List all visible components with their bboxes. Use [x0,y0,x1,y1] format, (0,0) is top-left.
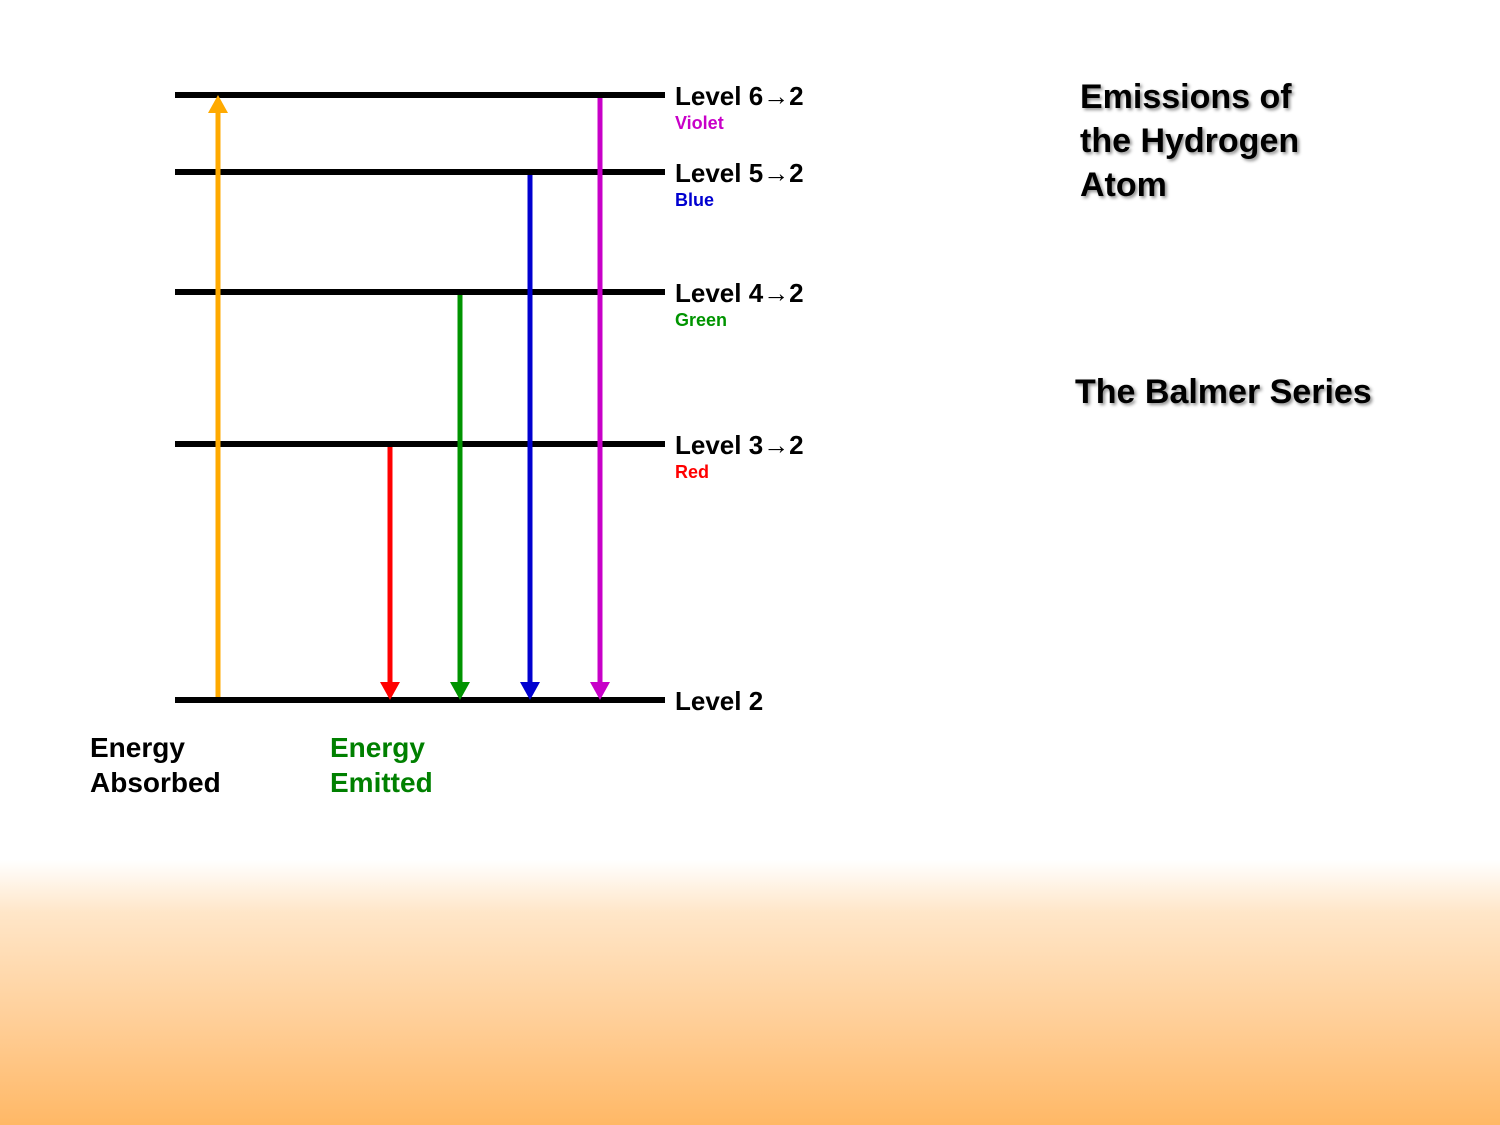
level-label-6: Level 6→2 [675,81,804,112]
level-color-6: Violet [675,113,724,134]
title-balmer-series: The Balmer Series [1075,370,1372,414]
arrow-head-icon [208,95,228,113]
energy-level-3 [175,441,665,447]
arrow-head-icon [380,682,400,700]
energy-level-4 [175,289,665,295]
level-color-4: Green [675,310,727,331]
arrow-shaft [388,447,393,682]
level-label-3: Level 3→2 [675,430,804,461]
energy-level-6 [175,92,665,98]
arrow-shaft [598,98,603,682]
level-label-5: Level 5→2 [675,158,804,189]
level-color-5: Blue [675,190,714,211]
level-label-2: Level 2 [675,686,763,717]
caption-energy-emitted: Energy Emitted [330,730,433,800]
arrow-head-icon [590,682,610,700]
caption-energy-absorbed: Energy Absorbed [90,730,221,800]
arrow-shaft [458,295,463,682]
arrow-head-icon [520,682,540,700]
arrow-shaft [216,113,221,697]
energy-level-5 [175,169,665,175]
arrow-head-icon [450,682,470,700]
title-emissions: Emissions of the Hydrogen Atom [1080,75,1299,208]
arrow-shaft [528,175,533,682]
level-label-4: Level 4→2 [675,278,804,309]
level-color-3: Red [675,462,709,483]
